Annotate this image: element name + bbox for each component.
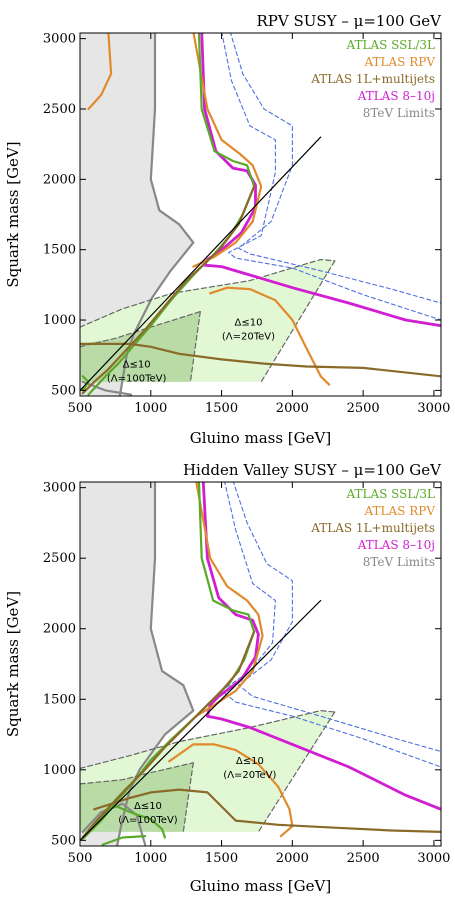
- y-tick-label: 2000: [43, 172, 76, 187]
- x-tick-label: 500: [68, 401, 93, 416]
- region-sublabel-0: (Λ=100TeV): [107, 373, 167, 384]
- series-line-7: [232, 482, 441, 753]
- series-line-9: [192, 33, 263, 268]
- region-label-1: Δ≤10: [234, 317, 262, 328]
- x-tick-label: 2500: [347, 401, 380, 416]
- legend-item: ATLAS SSL/3L: [345, 38, 435, 52]
- region-dark-green: [80, 762, 194, 832]
- chart-panel-rpv: Δ≤10 (Λ=100TeV) Δ≤10 (Λ=20TeV) 500 1000 1500 20…: [4, 12, 450, 447]
- series-line-16: [80, 136, 322, 391]
- y-tick-label: 3000: [43, 32, 76, 47]
- x-axis-label: Gluino mass [GeV]: [190, 429, 331, 447]
- series-line-2: [80, 762, 194, 785]
- series-line-14: [81, 185, 256, 395]
- series-line-2: [80, 311, 201, 348]
- series-line-15: [80, 342, 441, 378]
- legend-item: ATLAS RPV: [364, 504, 436, 518]
- legend-item: ATLAS 8–10j: [357, 89, 435, 103]
- chart-title: Hidden Valley SUSY – μ=100 GeV: [183, 461, 442, 479]
- series-line-0: [118, 33, 195, 396]
- region-sublabel-0: (Λ=100TeV): [118, 815, 178, 826]
- region-label-0: Δ≤10: [134, 801, 162, 812]
- legend-item: 8TeV Limits: [363, 106, 435, 120]
- y-tick-label: 1000: [43, 313, 76, 328]
- series-line-10: [168, 743, 294, 838]
- x-tick-label: 3000: [417, 851, 450, 866]
- series-line-5: [260, 260, 336, 383]
- x-tick-label: 2000: [276, 851, 309, 866]
- plot-frame: [79, 481, 442, 847]
- y-axis-label: Squark mass [GeV]: [4, 591, 22, 737]
- x-tick-label: 2000: [276, 401, 309, 416]
- region-grey: [80, 482, 194, 846]
- series-line-16: [80, 599, 322, 841]
- y-tick-label: 1500: [43, 692, 76, 707]
- legend-item: ATLAS SSL/3L: [345, 487, 435, 501]
- series-line-3: [189, 311, 201, 383]
- legend-item: 8TeV Limits: [363, 555, 435, 569]
- x-tick-label: 1000: [134, 851, 167, 866]
- plot-area: [80, 33, 441, 396]
- y-tick-label: 500: [51, 383, 76, 398]
- region-grey: [80, 33, 194, 396]
- chart-panel-hidden-valley: Δ≤10 (Λ=100TeV) Δ≤10 (Λ=20TeV) 500 1000 1500 20…: [4, 461, 450, 895]
- legend-item: ATLAS 1L+multijets: [310, 72, 435, 86]
- x-tick-label: 3000: [417, 401, 450, 416]
- x-axis-label: Gluino mass [GeV]: [190, 877, 331, 895]
- legend-item: ATLAS 8–10j: [357, 538, 435, 552]
- y-tick-label: 500: [51, 833, 76, 848]
- y-tick-label: 1000: [43, 763, 76, 778]
- series-line-10: [87, 33, 113, 111]
- series-line-4: [80, 258, 336, 328]
- series-line-9: [195, 482, 264, 718]
- y-tick-label: 1500: [43, 243, 76, 258]
- region-dark-green: [80, 311, 201, 382]
- series-line-15: [93, 788, 441, 833]
- series-line-5: [257, 711, 336, 833]
- legend-item: ATLAS 1L+multijets: [310, 521, 435, 535]
- region-sublabel-1: (Λ=20TeV): [222, 331, 275, 342]
- series-line-7: [229, 33, 441, 304]
- x-tick-label: 1500: [205, 401, 238, 416]
- region-label-0: Δ≤10: [123, 359, 151, 370]
- x-tick-label: 1000: [134, 401, 167, 416]
- region-sublabel-1: (Λ=20TeV): [223, 770, 276, 781]
- y-tick-label: 3000: [43, 481, 76, 496]
- y-tick-label: 2000: [43, 622, 76, 637]
- series-line-6: [221, 33, 441, 321]
- series-line-1: [81, 802, 147, 846]
- series-line-4: [80, 710, 336, 769]
- plot-frame: [79, 32, 442, 397]
- series-line-13: [101, 835, 147, 846]
- series-line-11: [209, 286, 331, 386]
- x-tick-label: 500: [68, 851, 93, 866]
- y-axis-label: Squark mass [GeV]: [4, 141, 22, 287]
- plot-area: [80, 482, 441, 846]
- y-tick-label: 2500: [43, 551, 76, 566]
- series-line-14: [81, 630, 256, 839]
- y-tick-label: 2500: [43, 102, 76, 117]
- legend-item: ATLAS RPV: [364, 55, 436, 69]
- series-line-8: [200, 33, 441, 328]
- region-label-1: Δ≤10: [236, 756, 264, 767]
- x-tick-label: 1500: [205, 851, 238, 866]
- chart-title: RPV SUSY – μ=100 GeV: [256, 12, 442, 30]
- series-line-3: [182, 762, 194, 833]
- series-line-0: [115, 482, 195, 846]
- x-tick-label: 2500: [347, 851, 380, 866]
